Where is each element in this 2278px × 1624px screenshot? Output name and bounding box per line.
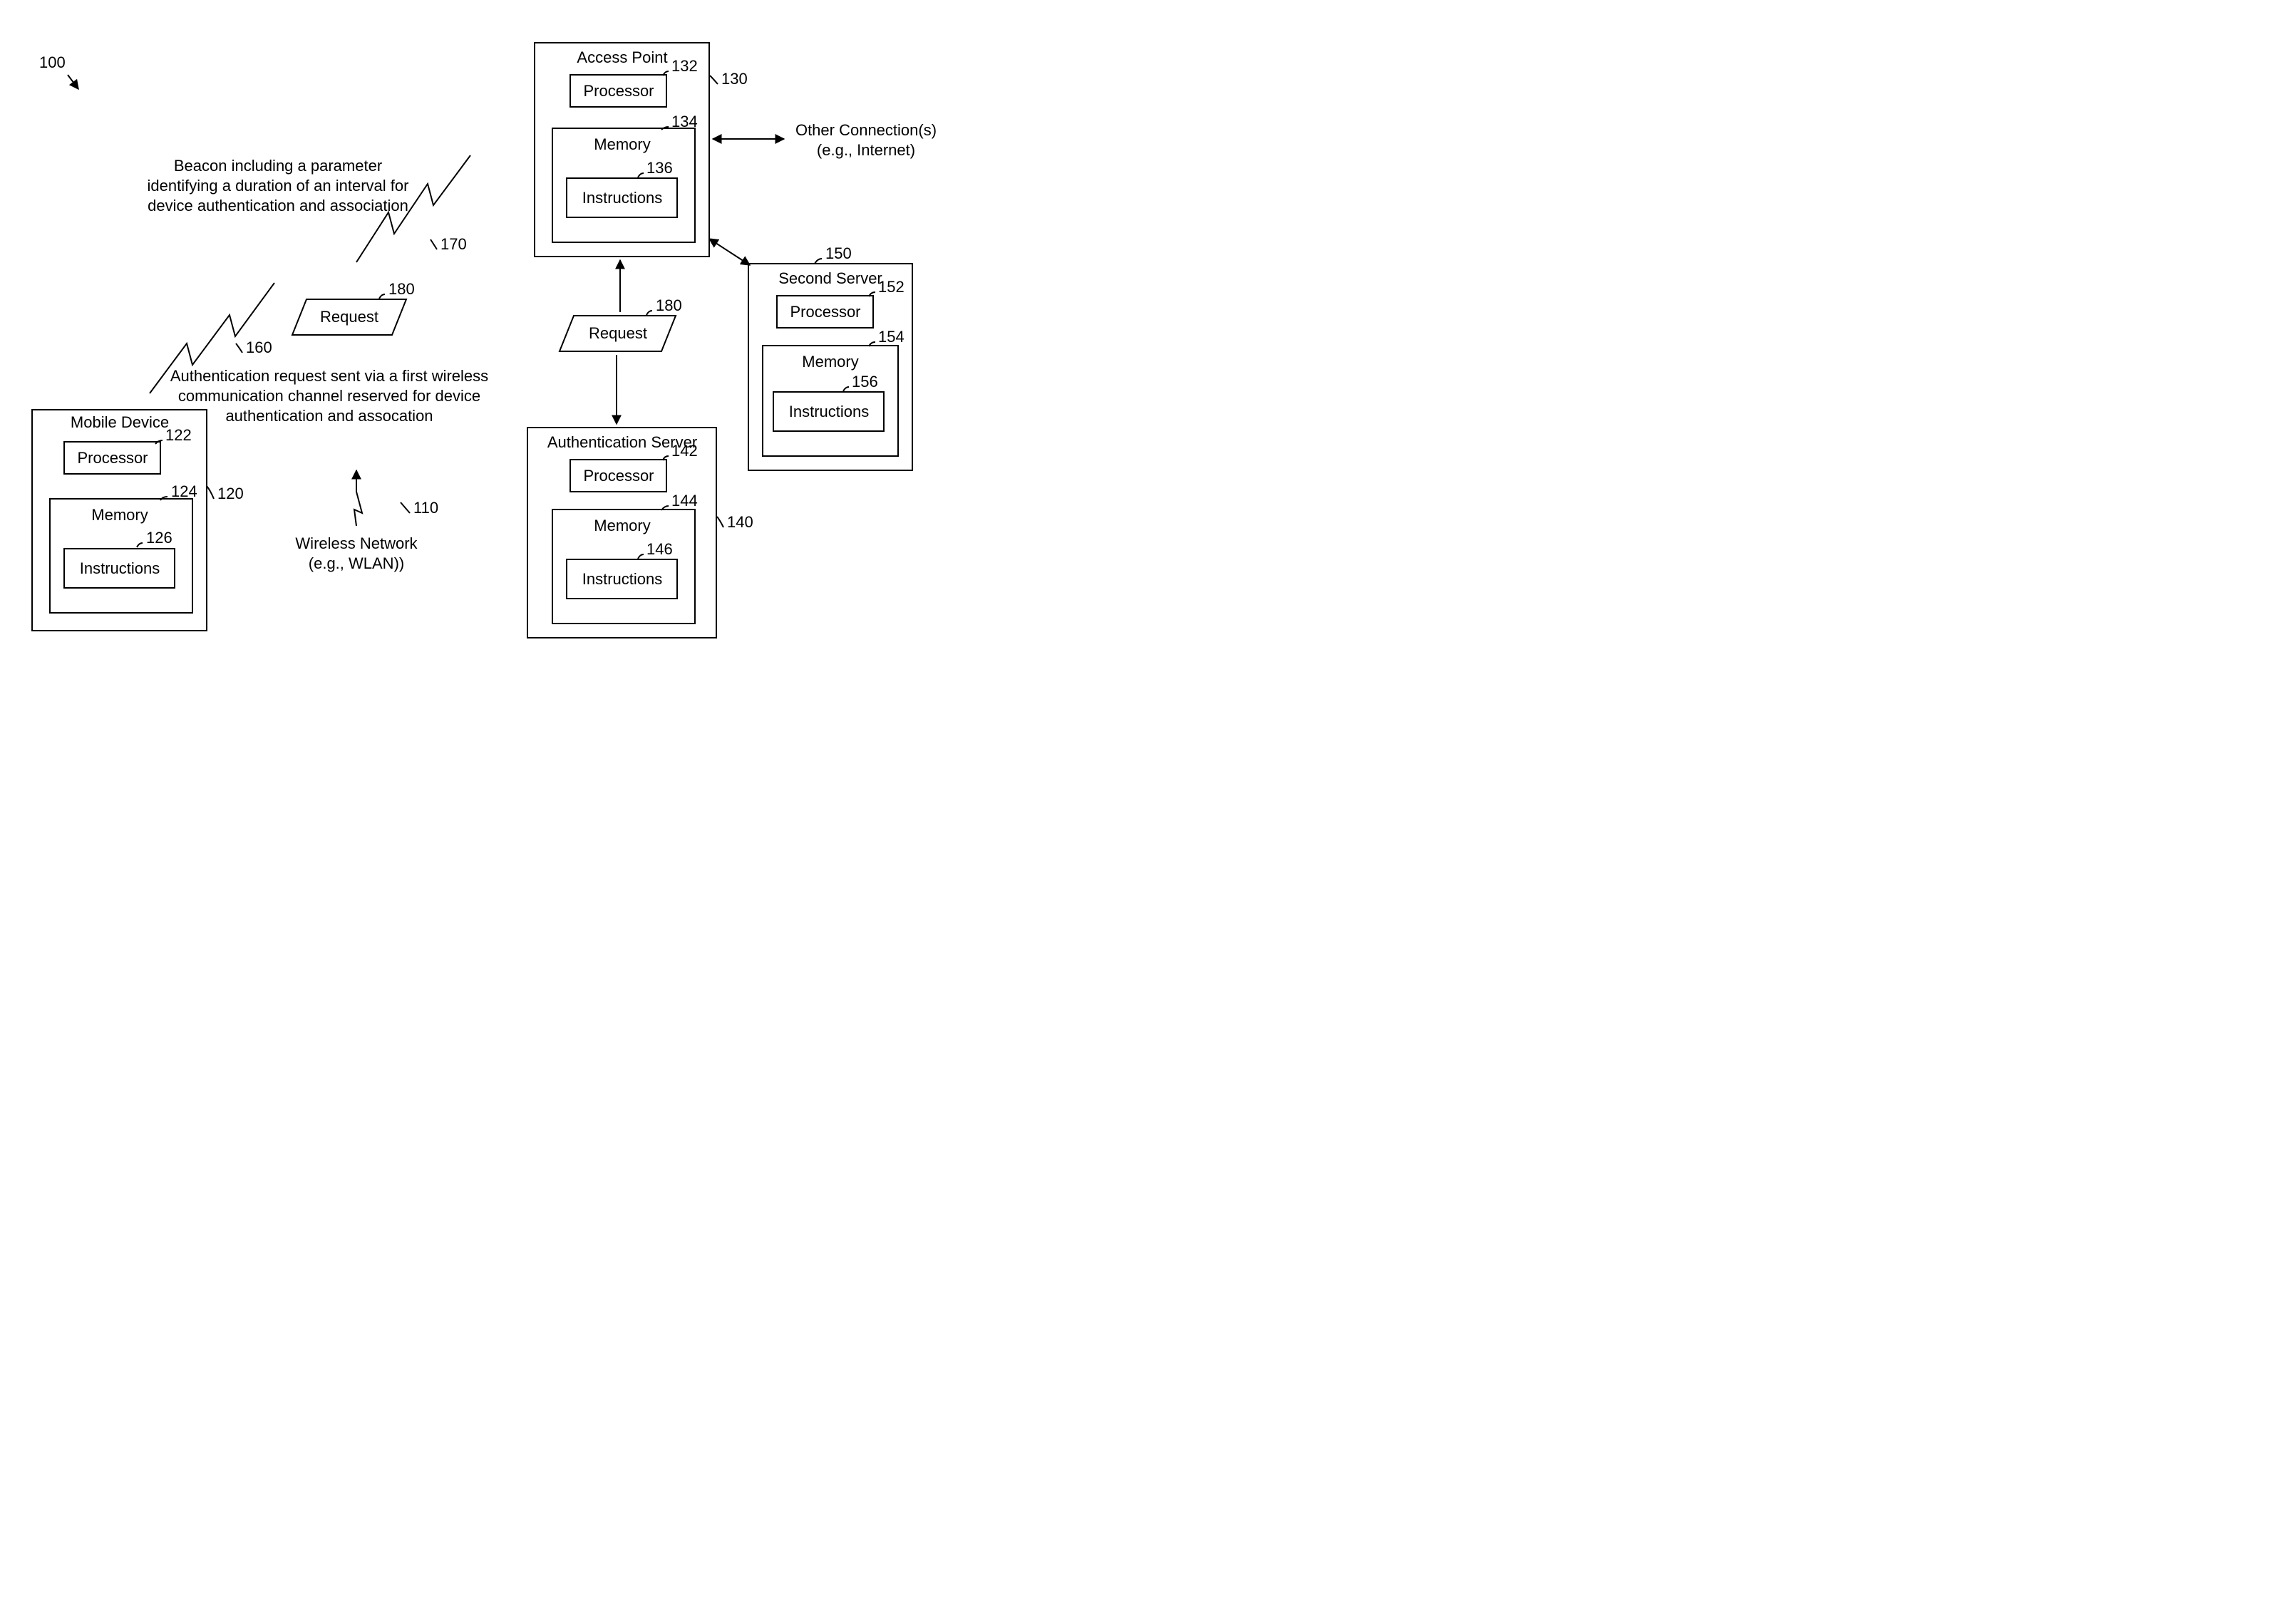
ss-processor-label: Processor [790, 303, 860, 321]
beacon-note-line3: device authentication and association [148, 197, 408, 214]
ap-instructions-ref: 136 [646, 159, 673, 177]
mobile-memory-ref: 124 [171, 482, 197, 500]
second-server: Second Server 150 Processor 152 Memory 1… [748, 244, 912, 470]
as-instructions-ref: 146 [646, 540, 673, 558]
ss-memory-label: Memory [802, 353, 858, 371]
as-memory-label: Memory [594, 517, 650, 534]
wn-line1: Wireless Network [295, 534, 418, 552]
ss-instructions-label: Instructions [789, 403, 870, 420]
wireless-network: Wireless Network (e.g., WLAN)) 110 [295, 470, 438, 572]
as-processor-ref: 142 [671, 442, 698, 460]
request2-ref: 180 [656, 296, 682, 314]
second-server-title: Second Server [778, 269, 882, 287]
other-conn-line1: Other Connection(s) [795, 121, 937, 139]
auth-note-line1: Authentication request sent via a first … [170, 367, 488, 385]
mobile-device-title: Mobile Device [71, 413, 169, 431]
request2-label: Request [589, 324, 647, 342]
second-server-ref: 150 [825, 244, 852, 262]
request1-label: Request [320, 308, 378, 326]
access-point-ref: 130 [721, 70, 748, 88]
wn-ref: 110 [413, 499, 438, 517]
ap-to-secondserver [709, 239, 750, 265]
mobile-instructions-ref: 126 [146, 529, 172, 547]
other-conn-line2: (e.g., Internet) [817, 141, 915, 159]
auth-note: Authentication request sent via a first … [170, 367, 488, 425]
mobile-memory-label: Memory [91, 506, 148, 524]
mobile-processor-ref: 122 [165, 426, 192, 444]
beacon-note-line1: Beacon including a parameter [174, 157, 382, 175]
ap-memory-ref: 134 [671, 113, 698, 130]
auth-ref: 160 [246, 338, 272, 356]
figure-ref: 100 [39, 53, 78, 89]
mobile-device: Mobile Device 120 Processor 122 Memory 1… [32, 410, 244, 631]
figure-ref-label: 100 [39, 53, 66, 71]
auth-note-line3: authentication and assocation [225, 407, 433, 425]
ap-processor-ref: 132 [671, 57, 698, 75]
beacon-note-line2: identifying a duration of an interval fo… [148, 177, 409, 195]
mobile-processor-label: Processor [77, 449, 148, 467]
ap-instructions-label: Instructions [582, 189, 663, 207]
mobile-instructions-label: Instructions [80, 559, 160, 577]
ap-memory-label: Memory [594, 135, 650, 153]
as-processor-label: Processor [583, 467, 654, 485]
ss-processor-ref: 152 [878, 278, 904, 296]
access-point: Access Point 130 Processor 132 Memory 13… [535, 43, 748, 257]
mobile-device-ref: 120 [217, 485, 244, 502]
auth-note-line2: communication channel reserved for devic… [178, 387, 480, 405]
wn-line2: (e.g., WLAN)) [309, 554, 404, 572]
as-instructions-label: Instructions [582, 570, 663, 588]
ap-to-internet: Other Connection(s) (e.g., Internet) [713, 121, 937, 159]
access-point-title: Access Point [577, 48, 667, 66]
ss-memory-ref: 154 [878, 328, 904, 346]
request1-ref: 180 [388, 280, 415, 298]
ap-processor-label: Processor [583, 82, 654, 100]
as-memory-ref: 144 [671, 492, 698, 510]
ss-instructions-ref: 156 [852, 373, 878, 391]
auth-server: Authentication Server 140 Processor 142 … [527, 428, 753, 638]
request-1: Request 180 [292, 280, 415, 335]
beacon-ref: 170 [440, 235, 467, 253]
auth-server-ref: 140 [727, 513, 753, 531]
ap-to-authserver [617, 260, 620, 424]
beacon-note: Beacon including a parameter identifying… [148, 157, 409, 214]
diagram-svg: 100 Mobile Device 120 Processor 122 Memo… [0, 0, 1083, 684]
